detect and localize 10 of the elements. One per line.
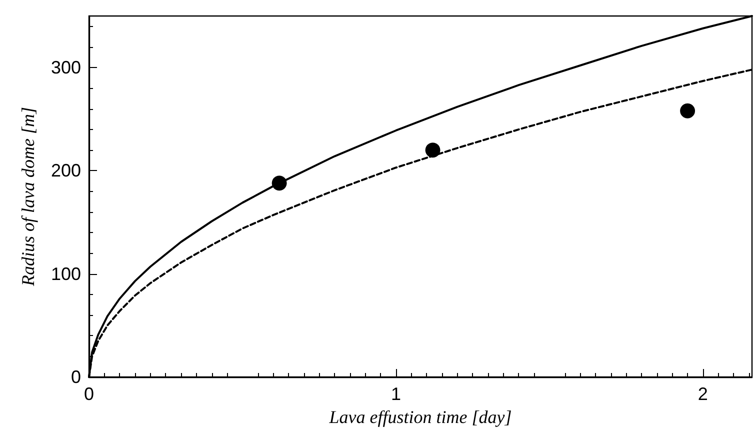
x-tick-label: 2 <box>698 384 708 404</box>
x-axis-title: Lava effustion time [day] <box>328 406 512 427</box>
x-tick-label: 1 <box>390 384 401 404</box>
y-tick-label: 0 <box>70 367 81 387</box>
y-tick-label: 100 <box>50 264 81 284</box>
x-tick-label: 0 <box>84 384 94 404</box>
point <box>680 103 696 118</box>
y-axis-title: Radius of lava dome [m] <box>18 107 38 287</box>
y-tick-label: 200 <box>50 160 81 181</box>
y-tick-label: 300 <box>50 58 81 78</box>
